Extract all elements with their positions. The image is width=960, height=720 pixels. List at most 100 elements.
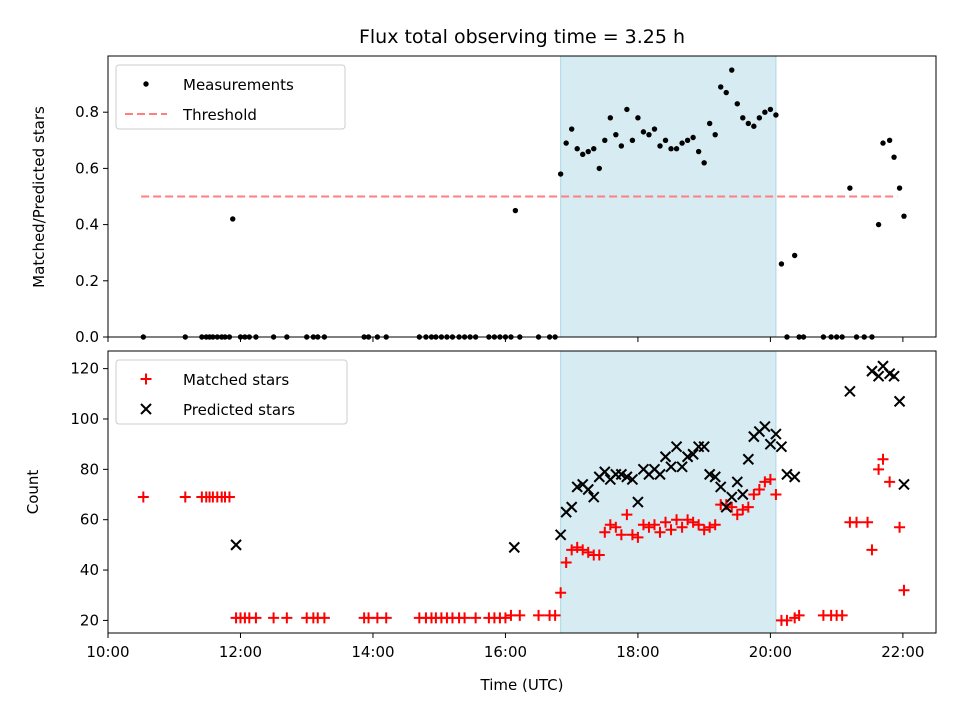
- data-point: [318, 612, 330, 624]
- data-point: [613, 131, 619, 138]
- data-point: [781, 614, 793, 626]
- data-point: [607, 115, 614, 121]
- data-point: [582, 546, 594, 558]
- data-point: [566, 544, 578, 556]
- data-point: [791, 252, 798, 259]
- data-point: [737, 488, 749, 501]
- data-point: [670, 440, 683, 453]
- data-point: [557, 171, 564, 177]
- data-point: [659, 451, 672, 463]
- data-point: [508, 541, 520, 554]
- top-legend: Measurements Threshold: [115, 64, 346, 130]
- data-point: [621, 509, 633, 521]
- data-point: [706, 120, 713, 127]
- data-point: [668, 146, 674, 152]
- data-point: [179, 491, 191, 503]
- legend-label: Matched stars: [183, 371, 289, 389]
- data-point: [898, 584, 910, 596]
- top-plot-frame: [107, 55, 937, 338]
- data-point: [720, 501, 732, 513]
- data-point: [599, 466, 611, 478]
- bottom-legend: Matched stars Predicted stars: [115, 359, 348, 425]
- bottom-y-axis-label: Count: [24, 470, 42, 515]
- bottom-y-tick-label: 20: [80, 611, 99, 629]
- legend-label: Measurements: [183, 76, 294, 94]
- top-y-tick-label: 0.0: [75, 328, 99, 346]
- data-point: [866, 365, 878, 377]
- data-point: [568, 126, 575, 132]
- data-point: [602, 137, 608, 143]
- data-point: [596, 165, 602, 172]
- data-point: [588, 491, 600, 503]
- data-point: [862, 516, 874, 528]
- data-point: [654, 468, 666, 481]
- data-point: [740, 115, 746, 121]
- data-point: [646, 131, 652, 138]
- bottom-subplot: 20 40 60 80 100 120 10:00 12:00 14:00 16:00 18:00 2…: [24, 350, 937, 661]
- data-point: [230, 539, 242, 551]
- data-point: [615, 529, 627, 541]
- data-point: [673, 146, 680, 152]
- data-point: [793, 609, 805, 621]
- data-point: [624, 106, 630, 113]
- data-point: [281, 612, 293, 624]
- data-point: [665, 524, 677, 536]
- data-point: [637, 519, 649, 531]
- data-point: [459, 612, 471, 624]
- data-point: [715, 481, 727, 493]
- bottom-observing-span: [560, 350, 777, 634]
- data-point: [618, 143, 625, 149]
- data-point: [759, 476, 771, 488]
- x-tick-label: 20:00: [749, 643, 792, 661]
- data-point: [751, 123, 757, 129]
- x-axis-label: Time (UTC): [480, 676, 564, 694]
- data-point: [665, 461, 677, 473]
- data-point: [880, 140, 886, 146]
- data-point: [577, 544, 589, 556]
- data-point: [679, 140, 685, 146]
- data-point: [626, 473, 639, 486]
- figure-title: Flux total observing time = 3.25 h: [359, 26, 685, 48]
- data-point: [893, 395, 906, 408]
- bottom-series-0: [137, 453, 910, 626]
- data-point: [693, 519, 705, 531]
- data-point: [662, 137, 669, 143]
- data-point: [268, 612, 280, 624]
- top-legend-box: [115, 64, 346, 130]
- data-point: [571, 541, 583, 553]
- data-point: [701, 160, 707, 166]
- data-point: [657, 143, 663, 149]
- data-point: [610, 521, 622, 533]
- data-point: [781, 468, 793, 481]
- data-point: [731, 509, 743, 521]
- legend-marker: [140, 373, 152, 385]
- data-point: [778, 261, 785, 267]
- data-point: [512, 207, 519, 214]
- data-point: [709, 471, 721, 483]
- data-point: [847, 185, 853, 191]
- data-point: [712, 131, 718, 138]
- data-point: [742, 453, 755, 465]
- data-point: [687, 448, 699, 460]
- bottom-series-1: [230, 360, 910, 554]
- data-point: [723, 89, 729, 96]
- data-point: [764, 473, 776, 485]
- data-point: [648, 519, 660, 531]
- data-point: [554, 529, 567, 541]
- data-point: [560, 557, 572, 568]
- data-point: [698, 440, 710, 453]
- bottom-y-tick-label: 40: [80, 561, 99, 579]
- data-point: [731, 476, 743, 488]
- data-point: [660, 516, 672, 528]
- data-point: [687, 516, 699, 528]
- data-point: [886, 137, 893, 143]
- top-y-tick-label: 0.2: [75, 272, 99, 290]
- data-point: [872, 370, 885, 382]
- bottom-legend-box: [115, 359, 348, 425]
- data-point: [533, 609, 545, 621]
- data-point: [726, 491, 738, 503]
- data-point: [604, 519, 616, 531]
- data-point: [632, 531, 644, 543]
- data-point: [565, 501, 578, 513]
